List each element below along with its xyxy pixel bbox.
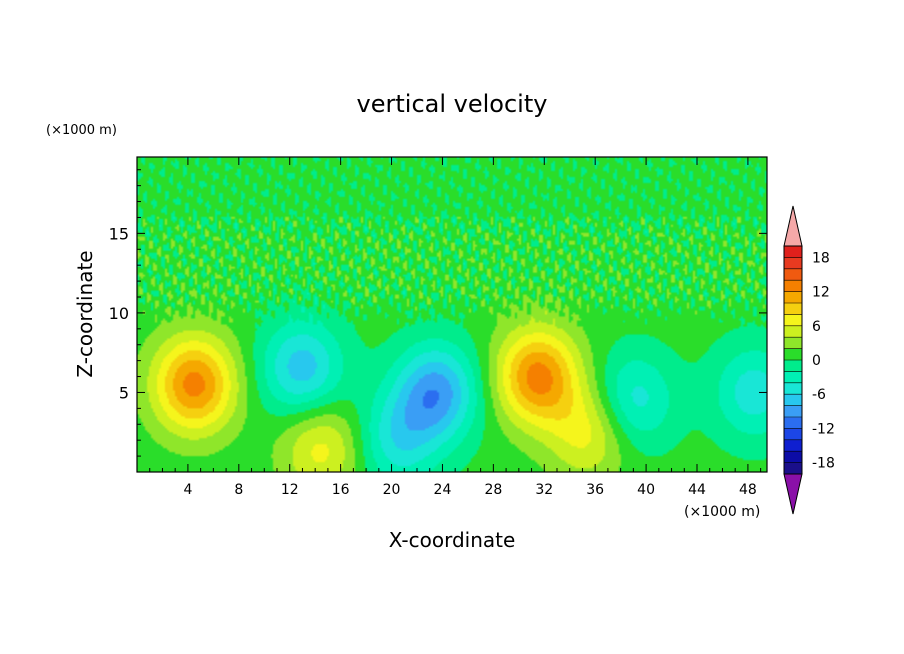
colorbar-label: 6 [812, 319, 821, 335]
chart-title: vertical velocity [357, 90, 548, 118]
x-tick-label: 40 [637, 482, 655, 498]
colorbar-under-triangle [783, 473, 803, 515]
colorbar-swatch [784, 314, 802, 327]
y-units-label: (×1000 m) [46, 123, 117, 138]
colorbar-swatch [784, 439, 802, 452]
contour-field-image [137, 157, 767, 472]
x-axis-ticks: 4 8 12 16 20 24 28 32 36 40 44 48 [149, 157, 762, 498]
colorbar-over-triangle [783, 205, 803, 247]
colorbar-label: 0 [812, 353, 821, 369]
x-tick-label: 8 [234, 482, 243, 498]
colorbar-swatch [784, 348, 802, 361]
x-tick-label: 48 [739, 482, 757, 498]
colorbar-label: -18 [812, 456, 835, 472]
colorbar-swatch [784, 268, 802, 281]
x-tick-label: 16 [332, 482, 350, 498]
colorbar-swatch [784, 394, 802, 406]
colorbar-swatch [784, 246, 802, 258]
colorbar-label: 18 [812, 250, 830, 266]
colorbar-swatch [784, 337, 802, 349]
x-tick-label: 36 [586, 482, 604, 498]
colorbar-swatch [784, 360, 802, 372]
y-tick-label: 10 [109, 304, 129, 323]
colorbar-swatch [784, 371, 802, 384]
colorbar-swatch [784, 382, 802, 395]
x-axis-label: X-coordinate [389, 528, 516, 552]
colorbar-swatch [784, 325, 802, 338]
colorbar-swatch [784, 451, 802, 463]
x-tick-label: 44 [688, 482, 706, 498]
contour-field [137, 157, 767, 472]
x-tick-label: 12 [281, 482, 299, 498]
colorbar-swatch [784, 417, 802, 429]
colorbar-label: -12 [812, 421, 835, 437]
x-tick-label: 24 [434, 482, 452, 498]
colorbar-label: -6 [812, 387, 826, 403]
colorbar-swatch [784, 257, 802, 270]
colorbar-swatch [784, 303, 802, 315]
colorbar-swatch [784, 405, 802, 418]
y-tick-label: 15 [109, 224, 129, 243]
colorbar: 18 12 6 0 -6 -12 -18 [783, 205, 835, 515]
y-tick-label: 5 [119, 383, 129, 402]
plot-frame [136, 156, 768, 473]
x-tick-label: 20 [383, 482, 401, 498]
y-axis-ticks: 5 10 15 [109, 169, 767, 457]
x-tick-label: 4 [183, 482, 192, 498]
colorbar-swatch [784, 428, 802, 441]
colorbar-label: 12 [812, 285, 830, 301]
colorbar-swatch [784, 462, 802, 475]
colorbar-swatch [784, 280, 802, 292]
y-axis-label: Z-coordinate [73, 250, 97, 377]
x-units-label: (×1000 m) [684, 504, 760, 520]
colorbar-swatch [784, 291, 802, 304]
x-tick-label: 32 [535, 482, 553, 498]
x-tick-label: 28 [484, 482, 502, 498]
